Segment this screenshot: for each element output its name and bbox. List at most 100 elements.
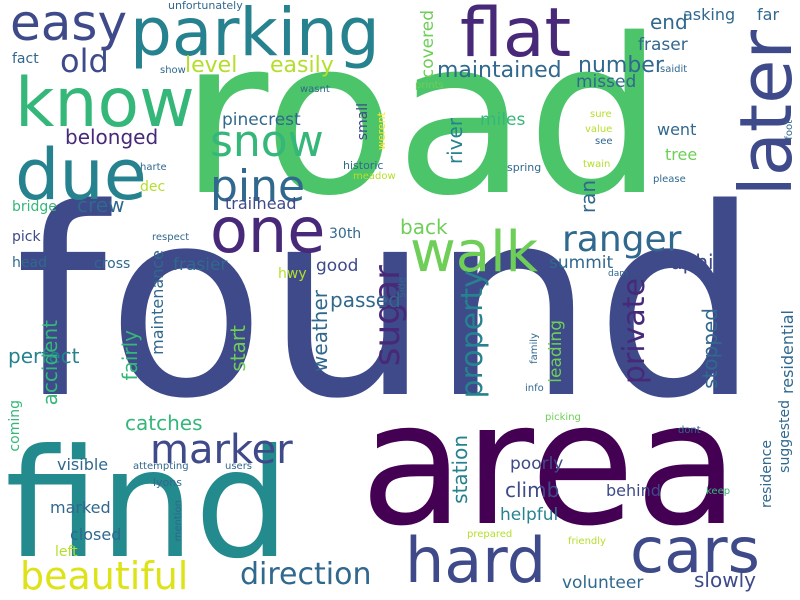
word-prepared: prepared: [467, 529, 513, 540]
word-covered: covered: [418, 10, 438, 79]
word-snow: snow: [210, 116, 324, 167]
word-miles: miles: [480, 110, 526, 130]
word-dam: dam: [608, 269, 628, 279]
word-due: due: [15, 134, 147, 216]
word-fact: fact: [12, 51, 39, 67]
word-suggested: suggested: [777, 400, 793, 473]
word-number: number: [578, 53, 664, 78]
word-good: good: [316, 256, 359, 276]
word-harte: harte: [140, 162, 167, 173]
word-30th: 30th: [329, 226, 362, 242]
word-friendly: friendly: [568, 536, 606, 547]
word-frasier: frasier: [173, 255, 228, 275]
word-residence: residence: [759, 440, 775, 508]
word-mention: mention: [173, 500, 184, 542]
word-summit: summit: [549, 253, 614, 273]
word-leading: leading: [546, 320, 566, 383]
word-pine: pine: [210, 161, 306, 212]
word-keep: keep: [706, 486, 731, 497]
word-passed: passed: [330, 288, 401, 312]
word-closed: closed: [70, 525, 122, 544]
word-far: far: [757, 5, 780, 24]
word-info: info: [525, 383, 544, 394]
word-accident: accident: [38, 320, 62, 406]
word-easily: easily: [270, 53, 334, 78]
word-value: value: [585, 124, 613, 135]
word-walk: walk: [410, 220, 539, 285]
word-asking: asking: [683, 5, 736, 24]
word-fraser: fraser: [638, 35, 688, 55]
word-road: road: [180, 0, 664, 243]
word-prints: prints: [415, 80, 444, 91]
word-helpful: helpful: [500, 505, 559, 525]
word-later: later: [724, 30, 800, 197]
word-ranger: ranger: [562, 219, 682, 260]
word-river: river: [443, 118, 467, 165]
word-show: show: [160, 65, 186, 76]
word-coming: coming: [7, 400, 23, 452]
word-marked: marked: [50, 498, 111, 517]
word-head: head: [12, 255, 47, 271]
word-poorly: poorly: [510, 454, 564, 474]
word-tree: tree: [665, 145, 698, 164]
word-easy: easy: [10, 0, 128, 52]
word-see: see: [595, 136, 613, 147]
word-spring: spring: [507, 161, 542, 174]
word-lyons: lyons: [153, 476, 182, 489]
word-weather: weather: [308, 290, 332, 372]
word-area: area: [360, 366, 740, 564]
word-sure: sure: [590, 109, 612, 120]
word-property: property: [455, 270, 490, 399]
word-saidit: saidit: [660, 64, 688, 75]
word-bridge: bridge: [12, 199, 57, 215]
word-went: went: [657, 120, 697, 139]
word-left: left: [55, 544, 78, 560]
word-back: back: [400, 215, 448, 239]
word-direction: direction: [240, 557, 372, 592]
word-private: private: [617, 278, 652, 385]
word-picking: picking: [545, 412, 581, 423]
word-crew: crew: [77, 193, 125, 217]
word-know: know: [15, 64, 195, 143]
word-fairly: fairly: [118, 330, 142, 381]
word-station: station: [448, 435, 472, 504]
word-residential: residential: [778, 310, 797, 394]
word-pick: pick: [12, 229, 41, 245]
word-missed: missed: [576, 72, 637, 92]
word-behind: behind: [606, 481, 661, 500]
word-maintenance: maintenance: [148, 250, 167, 355]
word-trailhead: trailhead: [225, 194, 297, 213]
word-start: start: [226, 325, 250, 372]
word-marker: marker: [150, 427, 293, 473]
word-small: small: [355, 103, 371, 141]
word-beautiful: beautiful: [20, 554, 189, 598]
word-maintained: maintained: [437, 58, 562, 83]
word-parking: parking: [130, 0, 380, 71]
word-old: old: [60, 42, 109, 80]
word-belonged: belonged: [65, 125, 159, 149]
word-perfect: perfect: [8, 344, 80, 368]
word-uphill: uphill: [670, 250, 725, 274]
word-werent: werent: [375, 112, 388, 151]
word-ran: ran: [576, 180, 600, 214]
word-foot: foot: [784, 120, 795, 140]
word-please: please: [653, 174, 686, 185]
word-level: level: [185, 53, 238, 78]
word-flat: flat: [460, 0, 572, 73]
word-one: one: [210, 194, 326, 267]
word-hwy: hwy: [278, 266, 307, 282]
word-dec: dec: [140, 179, 166, 195]
word-cars: cars: [630, 514, 760, 587]
word-found: found: [15, 154, 761, 456]
word-end: end: [650, 10, 688, 34]
word-find: find: [5, 418, 290, 592]
word-climb: climb: [505, 478, 560, 502]
word-attempting: attempting: [133, 461, 189, 472]
word-twain: twain: [583, 159, 611, 170]
word-historic: historic: [343, 159, 384, 172]
word-users: users: [225, 461, 253, 472]
word-pinecrest: pinecrest: [222, 110, 301, 130]
word-respect: respect: [152, 232, 190, 243]
word-hard: hard: [405, 524, 547, 597]
word-wasnt: wasnt: [300, 84, 330, 95]
